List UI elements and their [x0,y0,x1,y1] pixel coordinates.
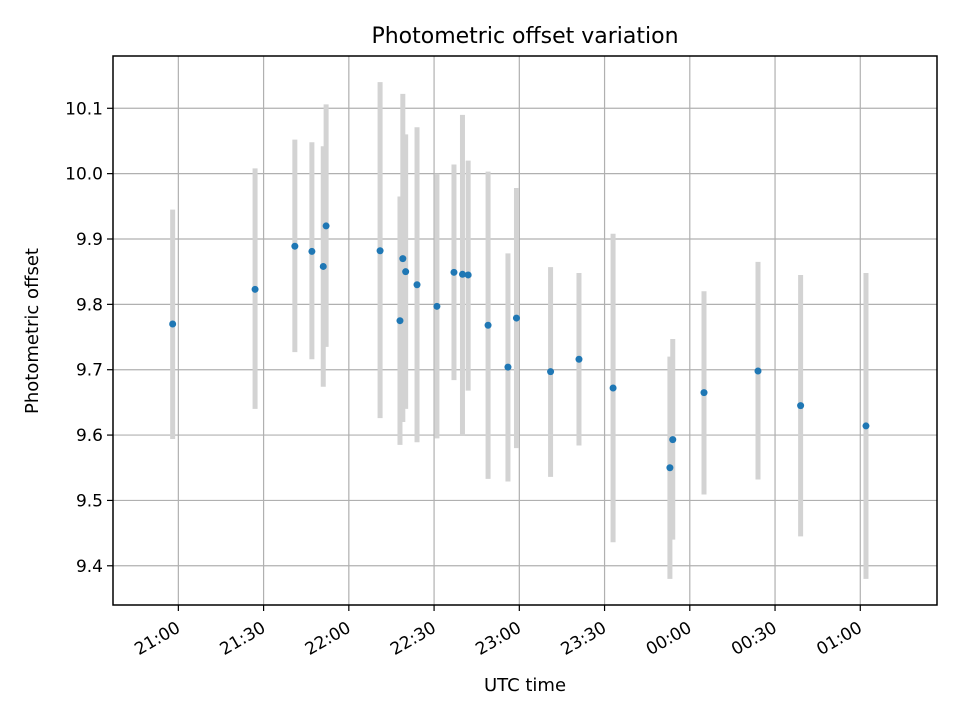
data-point [666,464,674,472]
x-tick-label: 00:30 [728,618,780,660]
data-point [413,281,421,289]
data-point [376,247,384,255]
data-point [547,368,555,376]
tick-layer: 21:00 21:30 22:00 22:30 23:00 23:30 00:00 00:30… [65,99,866,660]
data-point [396,317,404,325]
data-point [484,321,492,329]
y-tick-label: 9.5 [76,491,103,511]
data-point [797,402,805,410]
y-tick-label: 9.7 [76,361,103,381]
data-point [669,436,677,444]
y-tick-label: 9.6 [76,426,103,446]
x-tick-label: 01:00 [813,618,865,660]
data-point [399,255,407,263]
data-point [322,222,330,230]
data-point [308,247,316,255]
data-point [464,271,472,279]
data-point [862,422,870,430]
x-tick-label: 22:00 [302,618,354,660]
data-point [291,242,299,250]
x-tick-label: 21:00 [131,618,183,660]
y-tick-label: 9.8 [76,295,103,315]
y-tick-label: 10.1 [65,99,103,119]
data-point [504,363,512,371]
data-point [169,320,177,328]
data-point [450,268,458,276]
y-tick-label: 10.0 [65,165,103,185]
x-tick-label: 00:00 [643,618,695,660]
data-point [512,314,520,322]
data-point [754,367,762,375]
x-axis-label: UTC time [484,675,566,696]
data-point [319,262,327,270]
grid-layer [113,56,937,605]
plot-frame [112,55,938,606]
data-point [458,270,466,278]
point-layer [169,222,870,472]
y-axis-label: Photometric offset [22,248,43,414]
data-point [609,384,617,392]
data-point [433,302,441,310]
x-tick-label: 22:30 [387,618,439,660]
x-tick-label: 23:30 [558,618,610,660]
x-tick-label: 23:00 [472,618,524,660]
x-tick-label: 21:30 [217,618,269,660]
data-point [251,285,259,293]
data-point [402,268,410,276]
chart-title: Photometric offset variation [371,24,678,49]
data-point [700,389,708,397]
y-tick-label: 9.9 [76,230,103,250]
y-tick-label: 9.4 [76,557,103,577]
data-point [575,355,583,363]
